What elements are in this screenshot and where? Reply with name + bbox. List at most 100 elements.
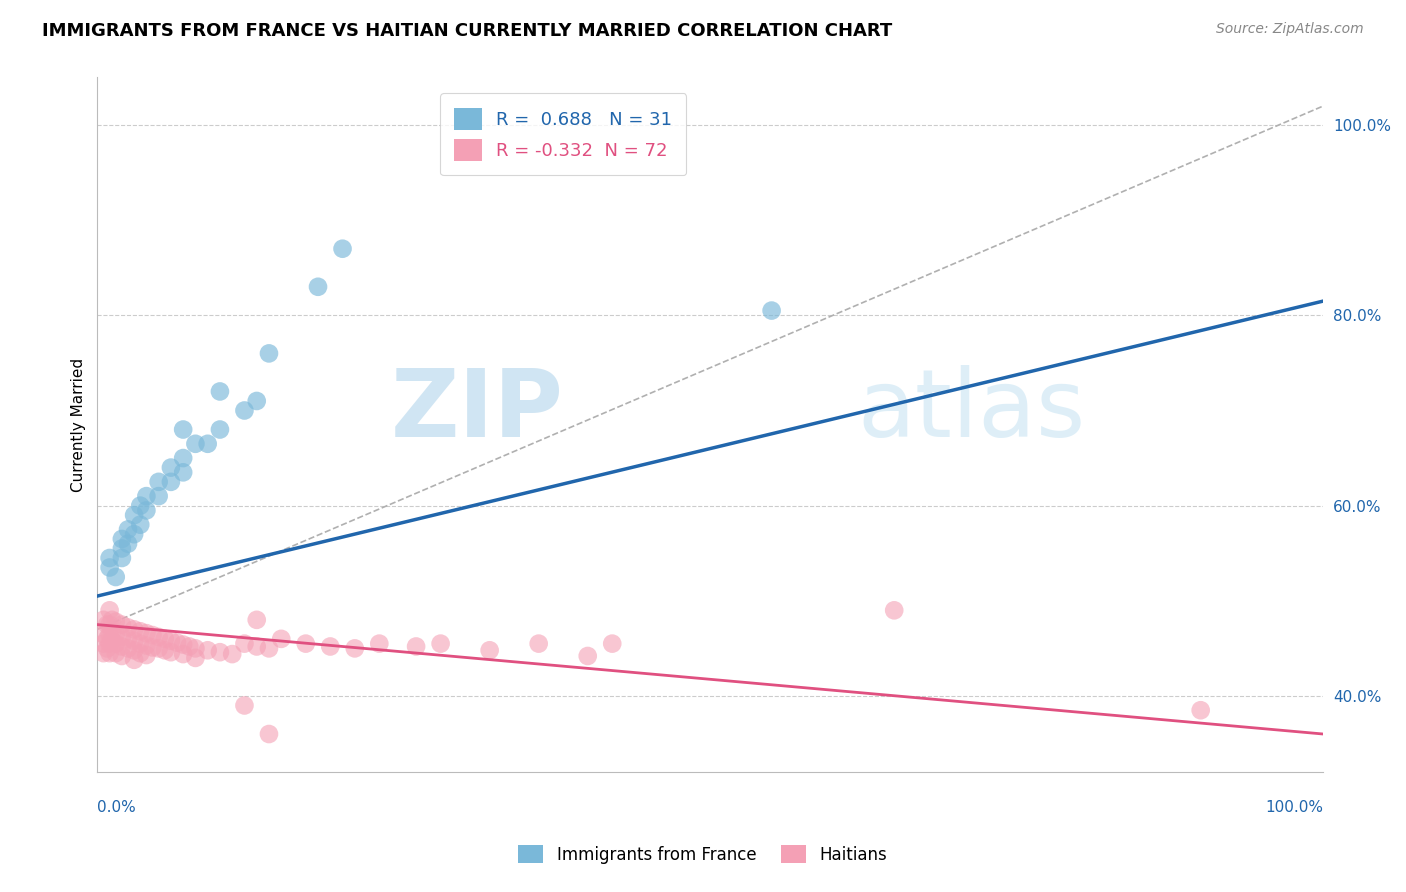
Point <box>96 617 118 632</box>
Point <box>179 640 201 654</box>
Point <box>111 648 134 663</box>
Point <box>129 637 152 651</box>
Point <box>429 637 451 651</box>
Point <box>166 635 188 649</box>
Point <box>98 646 121 660</box>
Point <box>135 648 157 662</box>
Point <box>172 451 194 466</box>
Point <box>111 630 134 644</box>
Point <box>172 647 194 661</box>
Text: Source: ZipAtlas.com: Source: ZipAtlas.com <box>1216 22 1364 37</box>
Point <box>141 640 163 655</box>
Point <box>527 637 550 651</box>
Point <box>111 541 134 556</box>
Point <box>197 437 219 451</box>
Point <box>208 384 231 399</box>
Point <box>98 551 121 566</box>
Point <box>117 523 139 537</box>
Point <box>368 637 391 651</box>
Point <box>111 640 134 654</box>
Point <box>122 527 145 541</box>
Point <box>233 403 256 417</box>
Point <box>761 303 783 318</box>
Point <box>184 437 207 451</box>
Point <box>153 643 176 657</box>
Point <box>600 637 623 651</box>
Point <box>257 641 280 656</box>
Point <box>117 620 139 634</box>
Point <box>246 613 269 627</box>
Point <box>135 489 157 503</box>
Text: ZIP: ZIP <box>391 365 564 457</box>
Point <box>883 603 905 617</box>
Point <box>104 646 127 660</box>
Point <box>117 537 139 551</box>
Point <box>93 637 115 651</box>
Point <box>405 640 427 654</box>
Point <box>160 460 183 475</box>
Point <box>93 646 115 660</box>
Point <box>117 632 139 646</box>
Point <box>148 475 170 489</box>
Point <box>98 617 121 632</box>
Point <box>98 603 121 617</box>
Point <box>135 639 157 653</box>
Point <box>160 633 183 648</box>
Text: IMMIGRANTS FROM FRANCE VS HAITIAN CURRENTLY MARRIED CORRELATION CHART: IMMIGRANTS FROM FRANCE VS HAITIAN CURREN… <box>42 22 893 40</box>
Point <box>96 641 118 656</box>
Text: atlas: atlas <box>858 365 1085 457</box>
Point <box>104 615 127 629</box>
Point <box>111 617 134 632</box>
Point <box>98 637 121 651</box>
Point <box>111 551 134 566</box>
Point <box>184 641 207 656</box>
Point <box>111 532 134 546</box>
Text: 0.0%: 0.0% <box>97 800 136 815</box>
Point <box>93 613 115 627</box>
Point <box>104 570 127 584</box>
Point <box>1189 703 1212 717</box>
Point <box>101 624 124 639</box>
Point <box>233 637 256 651</box>
Point <box>172 466 194 480</box>
Point <box>135 626 157 640</box>
Point <box>129 517 152 532</box>
Point <box>270 632 292 646</box>
Point <box>122 653 145 667</box>
Legend: Immigrants from France, Haitians: Immigrants from France, Haitians <box>512 838 894 871</box>
Point <box>135 503 157 517</box>
Y-axis label: Currently Married: Currently Married <box>72 358 86 491</box>
Point <box>172 638 194 652</box>
Point <box>160 645 183 659</box>
Point <box>246 640 269 654</box>
Point <box>257 346 280 360</box>
Point <box>221 647 243 661</box>
Point <box>122 643 145 657</box>
Text: 100.0%: 100.0% <box>1265 800 1323 815</box>
Point <box>98 627 121 641</box>
Point <box>197 643 219 657</box>
Point <box>246 394 269 409</box>
Point <box>129 624 152 639</box>
Point <box>122 623 145 637</box>
Point <box>233 698 256 713</box>
Point <box>576 648 599 663</box>
Point <box>319 640 342 654</box>
Point <box>101 633 124 648</box>
Legend: R =  0.688   N = 31, R = -0.332  N = 72: R = 0.688 N = 31, R = -0.332 N = 72 <box>440 94 686 176</box>
Point <box>101 613 124 627</box>
Point <box>307 280 329 294</box>
Point <box>160 475 183 489</box>
Point <box>208 423 231 437</box>
Point <box>208 645 231 659</box>
Point <box>129 646 152 660</box>
Point <box>153 632 176 646</box>
Point <box>104 627 127 641</box>
Point <box>294 637 316 651</box>
Point <box>148 641 170 656</box>
Point <box>148 489 170 503</box>
Point <box>104 637 127 651</box>
Point <box>332 242 354 256</box>
Point <box>122 633 145 648</box>
Point <box>172 423 194 437</box>
